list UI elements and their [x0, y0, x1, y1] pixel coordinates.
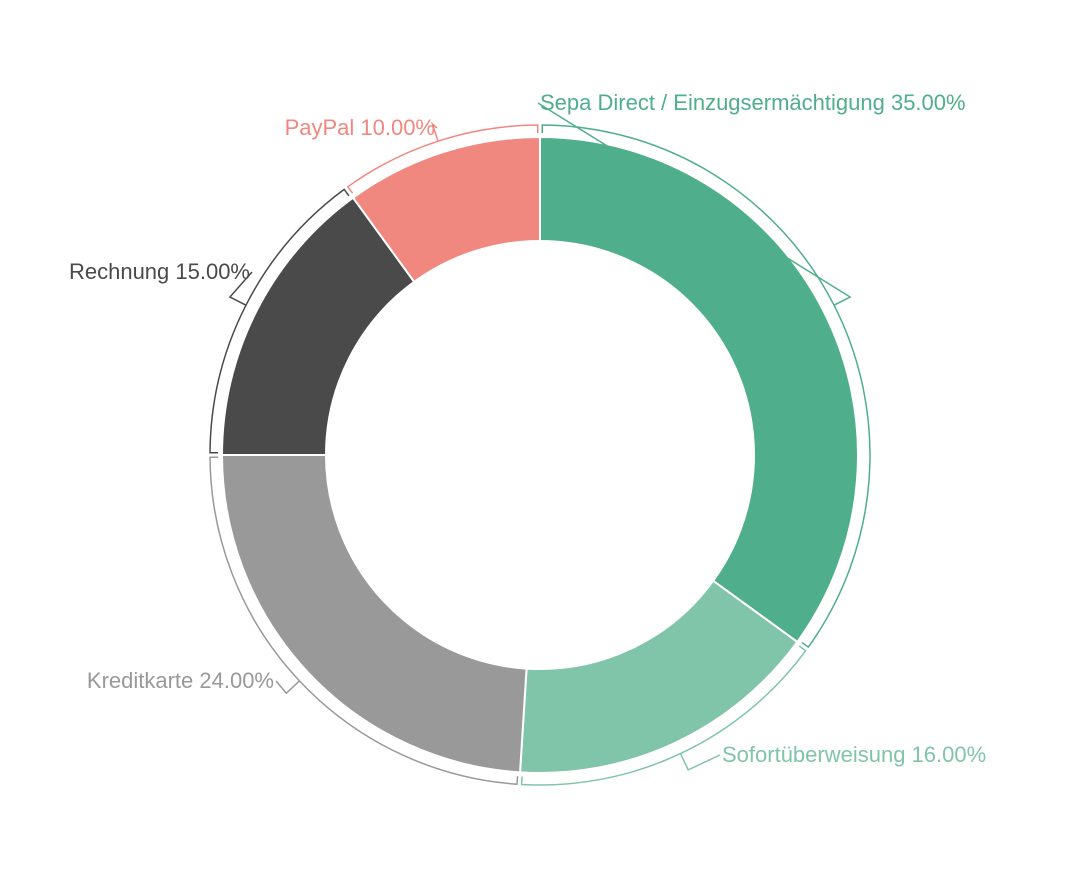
leader-line-paypal — [430, 121, 439, 142]
label-paypal: PayPal 10.00% — [285, 115, 435, 140]
bracket-rechnung — [209, 188, 350, 454]
bracket-kreditkarte — [209, 456, 519, 785]
leader-line-sofortueberweisung — [679, 753, 721, 771]
slices-layer — [220, 135, 859, 774]
slice-sepa-direct-einzugsermaechtigung — [539, 135, 859, 644]
leader-line-kreditkarte — [275, 680, 300, 695]
labels-layer: Sepa Direct / Einzugsermächtigung 35.00%… — [69, 90, 986, 767]
label-kreditkarte: Kreditkarte 24.00% — [87, 668, 274, 693]
label-rechnung: Rechnung 15.00% — [69, 259, 250, 284]
slice-kreditkarte — [220, 454, 528, 774]
bracket-sofortueberweisung — [520, 645, 807, 786]
label-sofortueberweisung: Sofortüberweisung 16.00% — [722, 742, 986, 767]
leader-line-sepa-direct-einzugsermaechtigung — [537, 102, 852, 306]
slice-paypal — [351, 135, 541, 284]
label-sepa-direct-einzugsermaechtigung: Sepa Direct / Einzugsermächtigung 35.00% — [540, 90, 966, 115]
leader-lines-layer — [209, 102, 871, 786]
leader-line-rechnung — [228, 271, 253, 306]
